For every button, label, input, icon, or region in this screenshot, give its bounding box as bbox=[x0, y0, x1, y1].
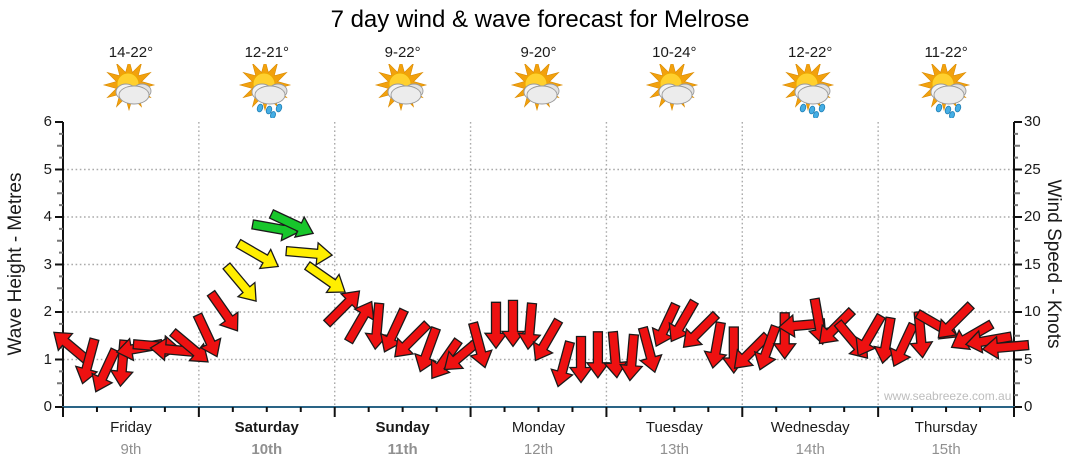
wave-tick-3: 3 bbox=[43, 255, 52, 273]
x-label-sunday: Sunday bbox=[375, 419, 430, 436]
wind-arrow bbox=[235, 238, 280, 270]
wind-arrow bbox=[568, 335, 594, 384]
temperature-range-friday: 14-22° bbox=[108, 44, 154, 61]
wave-tick-0: 0 bbox=[43, 398, 52, 415]
wind-arrow bbox=[394, 320, 432, 358]
x-date-tuesday: 13th bbox=[659, 441, 689, 458]
wind-arrow bbox=[772, 312, 797, 360]
cloud-icon bbox=[251, 83, 288, 105]
wind-arrow bbox=[703, 321, 728, 370]
sun-cloud-rain-icon bbox=[238, 58, 296, 119]
wave-tick-5: 5 bbox=[43, 160, 52, 178]
rain-drops-icon bbox=[935, 103, 962, 119]
wind-arrow bbox=[322, 290, 361, 328]
wind-arrow bbox=[619, 333, 644, 382]
cloud-icon bbox=[930, 83, 967, 105]
wind-arrow bbox=[343, 300, 375, 345]
wind-arrow bbox=[91, 347, 121, 393]
x-label-tuesday: Tuesday bbox=[645, 419, 703, 436]
wind-arrow bbox=[303, 261, 346, 294]
wind-arrow bbox=[668, 298, 700, 343]
x-label-thursday: Thursday bbox=[914, 419, 978, 436]
wind-arrow bbox=[285, 241, 334, 266]
cloud-icon bbox=[387, 83, 424, 105]
cloud-icon bbox=[658, 83, 695, 105]
wind-arrow bbox=[733, 331, 772, 369]
x-date-sunday: 11th bbox=[387, 441, 418, 458]
sun-cloud-icon bbox=[510, 58, 568, 118]
x-label-friday: Friday bbox=[110, 419, 152, 436]
wind-arrow bbox=[937, 301, 975, 339]
wind-arrow bbox=[889, 321, 919, 368]
sun-cloud-icon bbox=[374, 58, 432, 118]
temperature-range-thursday: 11-22° bbox=[924, 44, 968, 61]
wind-arrow bbox=[651, 301, 681, 348]
x-date-wednesday: 14th bbox=[795, 441, 825, 458]
knots-tick-15: 15 bbox=[1024, 255, 1041, 273]
wind-arrow bbox=[981, 335, 1030, 360]
watermark: www.seabreeze.com.au bbox=[884, 389, 1012, 403]
wind-arrow bbox=[585, 331, 611, 379]
temperature-range-tuesday: 10-24° bbox=[652, 44, 697, 61]
wind-arrow bbox=[483, 301, 509, 350]
temperature-range-monday: 9-20° bbox=[520, 44, 557, 61]
x-date-thursday: 15th bbox=[931, 441, 961, 458]
temperature-range-wednesday: 12-22° bbox=[788, 44, 833, 61]
wind-arrow bbox=[74, 337, 100, 385]
wind-arrow bbox=[682, 310, 721, 349]
wind-arrow bbox=[855, 312, 886, 357]
knots-tick-20: 20 bbox=[1024, 208, 1041, 225]
wave-tick-2: 2 bbox=[43, 303, 52, 320]
x-label-wednesday: Wednesday bbox=[770, 419, 850, 436]
sun-cloud-icon bbox=[102, 58, 160, 118]
x-date-saturday: 10th bbox=[251, 441, 283, 458]
wind-arrow bbox=[517, 302, 542, 351]
rain-drops-icon bbox=[256, 103, 282, 119]
wind-arrow bbox=[550, 340, 576, 388]
wind-arrow bbox=[909, 310, 934, 359]
wave-tick-4: 4 bbox=[43, 208, 52, 225]
temperature-range-sunday: 9-22° bbox=[384, 44, 421, 61]
x-label-monday: Monday bbox=[511, 419, 566, 436]
wave-tick-6: 6 bbox=[43, 113, 52, 130]
wind-arrow bbox=[964, 329, 1013, 354]
wave-tick-1: 1 bbox=[43, 350, 52, 368]
wind-arrow bbox=[500, 299, 526, 348]
knots-tick-30: 30 bbox=[1024, 113, 1041, 130]
cloud-icon bbox=[115, 83, 152, 105]
wind-arrow bbox=[192, 312, 222, 358]
x-label-saturday: Saturday bbox=[234, 419, 299, 436]
x-date-friday: 9th bbox=[120, 441, 142, 458]
sun-cloud-rain-icon bbox=[917, 58, 975, 119]
wind-arrow bbox=[637, 325, 663, 374]
rain-drops-icon bbox=[800, 103, 826, 119]
knots-tick-10: 10 bbox=[1024, 303, 1041, 320]
page-title: 7 day wind & wave forecast for Melrose bbox=[330, 6, 750, 33]
cloud-icon bbox=[794, 83, 831, 105]
temperature-range-saturday: 12-21° bbox=[244, 44, 289, 61]
sun-cloud-rain-icon bbox=[781, 58, 839, 119]
wind-arrow bbox=[468, 321, 493, 369]
knots-tick-25: 25 bbox=[1024, 160, 1041, 178]
wind-arrow bbox=[414, 326, 442, 373]
wind-arrow bbox=[379, 307, 409, 353]
x-date-monday: 12th bbox=[523, 441, 554, 458]
cloud-icon bbox=[523, 83, 559, 105]
wind-arrow bbox=[532, 317, 564, 362]
knots-tick-5: 5 bbox=[1024, 350, 1033, 368]
sun-cloud-icon bbox=[645, 58, 703, 118]
wind-arrow bbox=[222, 262, 257, 302]
wind-arrow bbox=[268, 209, 315, 238]
wind-arrow bbox=[206, 289, 239, 332]
knots-tick-0: 0 bbox=[1024, 398, 1033, 415]
wind-arrow bbox=[753, 324, 781, 371]
